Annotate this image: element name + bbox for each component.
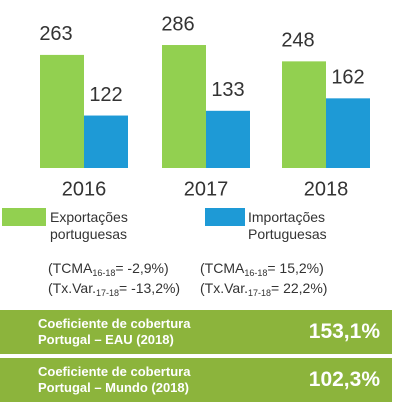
value-label: 133 <box>211 79 244 101</box>
box-label-line: Portugal – EAU (2018) <box>38 332 174 347</box>
x-tick-label: 2017 <box>184 178 229 200</box>
value-label: 263 <box>39 23 72 45</box>
value-label: 122 <box>89 84 122 106</box>
info-box: Coeficiente de cobertura Portugal – Mundo… <box>0 358 392 402</box>
note-text: (Tx.Var. <box>48 280 96 296</box>
legend-label: Importações Portuguesas <box>248 209 327 242</box>
box-label-line: Coeficiente de cobertura <box>38 316 191 331</box>
note-text: (TCMA <box>200 260 245 276</box>
box-label-line: Coeficiente de cobertura <box>38 364 191 379</box>
bar <box>162 45 206 168</box>
bar <box>282 61 326 168</box>
legend-swatch <box>205 208 245 226</box>
value-label: 248 <box>281 30 314 52</box>
box-label-line: Portugal – Mundo (2018) <box>38 380 189 395</box>
legend-note: (Tx.Var.17-18= -13,2%) <box>48 280 181 298</box>
x-tick-label: 2018 <box>304 178 349 200</box>
legend-note: (Tx.Var.17-18= 22,2%) <box>200 280 328 298</box>
box-label: Coeficiente de cobertura Portugal – Mundo… <box>38 364 190 396</box>
box-label: Coeficiente de cobertura Portugal – EAU (… <box>38 316 190 348</box>
note-text: (TCMA <box>48 260 93 276</box>
note-text: = -13,2%) <box>119 280 181 296</box>
legend-label: Exportações portuguesas <box>50 209 128 242</box>
note-text: (Tx.Var. <box>200 280 248 296</box>
note-text: = -2,9%) <box>115 260 169 276</box>
box-value: 102,3% <box>308 368 380 391</box>
x-tick-label: 2016 <box>62 178 107 200</box>
value-label: 162 <box>331 67 364 89</box>
legend-note: (TCMA16-18= 15,2%) <box>200 260 324 278</box>
info-box: Coeficiente de cobertura Portugal – EAU (… <box>0 310 392 354</box>
note-text: = 15,2%) <box>267 260 324 276</box>
note-sub: 17-18 <box>247 288 271 298</box>
bar <box>40 54 84 168</box>
note-sub: 17-18 <box>95 288 119 298</box>
bar <box>84 115 128 168</box>
bar <box>326 98 370 168</box>
chart: 263 122 2016 286 133 2017 248 162 2018 <box>39 13 370 200</box>
legend-swatch <box>2 208 46 226</box>
note-sub: 16-18 <box>244 268 268 278</box>
box-value: 153,1% <box>308 320 380 343</box>
legend-note: (TCMA16-18= -2,9%) <box>48 260 169 278</box>
note-text: = 22,2%) <box>271 280 328 296</box>
bar <box>206 110 250 168</box>
value-label: 286 <box>161 13 194 35</box>
note-sub: 16-18 <box>92 268 116 278</box>
